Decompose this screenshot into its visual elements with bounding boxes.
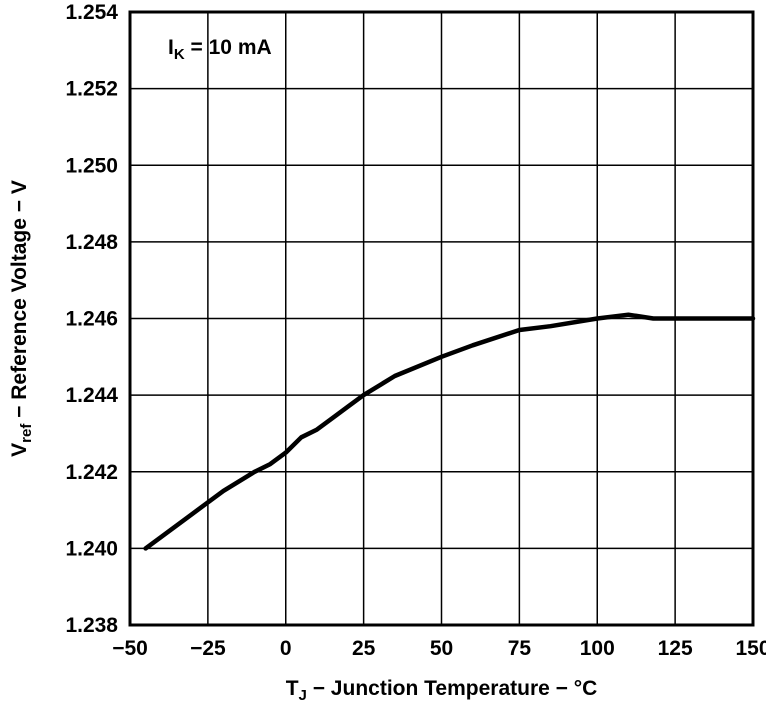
x-tick-label: 25 <box>352 637 376 660</box>
y-tick-label: 1.248 <box>65 231 118 254</box>
x-tick-label: 0 <box>280 637 292 660</box>
y-tick-label: 1.242 <box>65 461 118 484</box>
y-axis-title: Vref − Reference Voltage − V <box>8 180 35 457</box>
y-tick-label: 1.254 <box>65 1 118 24</box>
y-tick-label: 1.244 <box>65 384 118 407</box>
y-tick-label: 1.250 <box>65 154 118 177</box>
x-axis-title: TJ − Junction Temperature − °C <box>286 677 598 704</box>
vref-curve <box>143 312 756 551</box>
y-tick-label: 1.238 <box>65 614 118 637</box>
x-tick-label: 75 <box>508 637 532 660</box>
x-tick-label: 50 <box>430 637 453 660</box>
annotation-ik: IK = 10 mA <box>168 36 272 63</box>
y-tick-label: 1.252 <box>65 78 118 101</box>
x-tick-label: 125 <box>658 637 693 660</box>
y-tick-label: 1.246 <box>65 308 118 331</box>
x-tick-label: 100 <box>580 637 615 660</box>
x-tick-label: 150 <box>735 637 766 660</box>
x-tick-label: −25 <box>190 637 226 660</box>
x-tick-label: −50 <box>112 637 148 660</box>
y-tick-label: 1.240 <box>65 537 118 560</box>
